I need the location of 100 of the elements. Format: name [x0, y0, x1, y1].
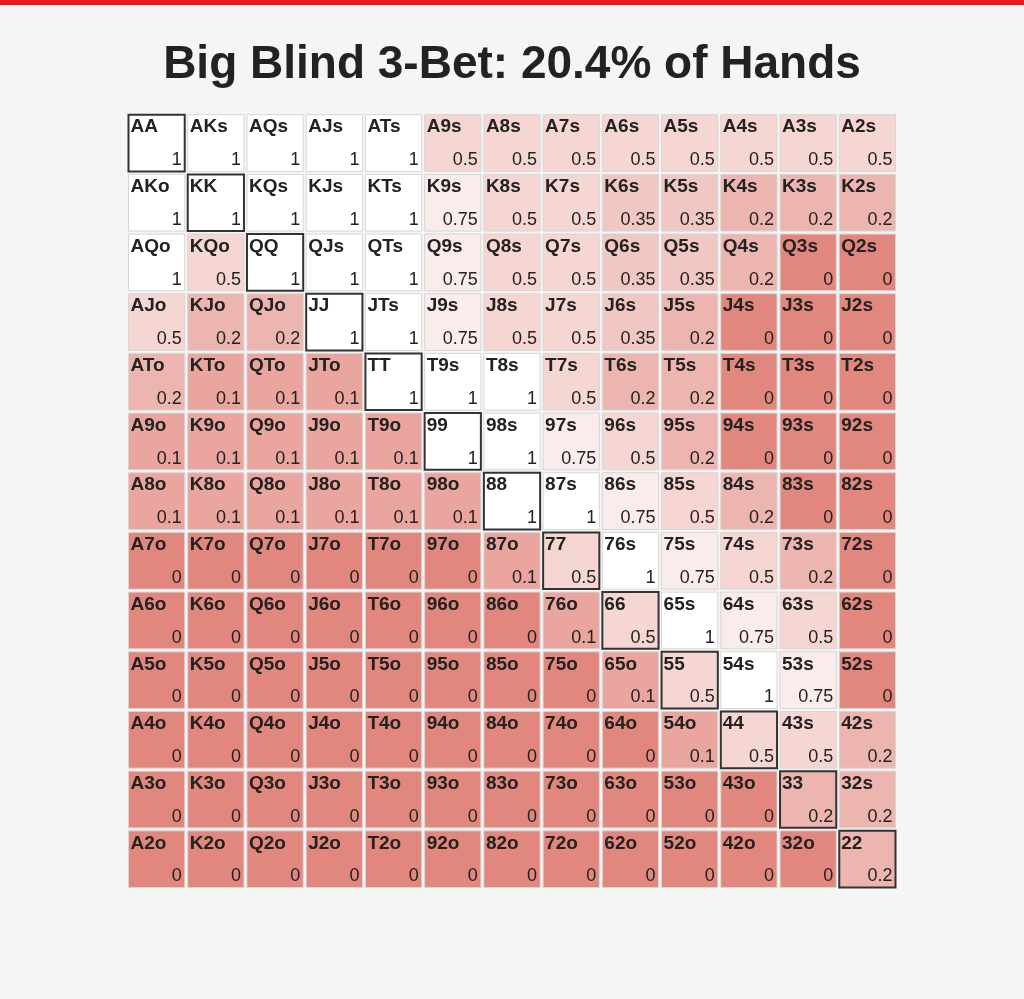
annotation: 99 — [426, 413, 448, 435]
annotation: Q4s — [722, 234, 759, 256]
annotation: 92s — [841, 413, 873, 435]
data-label: 0.5 — [867, 149, 893, 170]
data-label: 0 — [408, 686, 419, 707]
data-label: 0.75 — [620, 507, 656, 528]
data-label: 0.5 — [630, 626, 656, 647]
data-label: 0 — [704, 805, 715, 826]
annotation: T7o — [367, 533, 402, 555]
data-label: 0 — [171, 567, 182, 588]
annotation: K3s — [782, 175, 817, 197]
annotation: 54s — [722, 652, 755, 674]
annotation: 22 — [841, 831, 863, 853]
data-label: 0 — [290, 805, 301, 826]
annotation: 85o — [485, 652, 519, 674]
data-label: 0 — [645, 805, 656, 826]
annotation: 86o — [485, 592, 519, 614]
annotation: 75s — [663, 533, 696, 555]
annotation: K7s — [545, 175, 580, 197]
data-label: 0.5 — [689, 149, 715, 170]
annotation: 96s — [604, 413, 637, 435]
data-label: 1 — [349, 209, 360, 230]
annotation: A7o — [130, 533, 167, 555]
annotation: T2o — [367, 831, 402, 853]
data-label: 0 — [467, 805, 478, 826]
annotation: 32o — [782, 831, 815, 853]
annotation: K4s — [722, 175, 758, 197]
annotation: 73s — [782, 533, 814, 555]
annotation: 83o — [485, 771, 519, 793]
data-label: 1 — [527, 388, 538, 409]
annotation: Q4o — [248, 712, 286, 734]
annotation: T6o — [367, 592, 402, 614]
data-label: 1 — [408, 209, 419, 230]
annotation: A4o — [130, 712, 167, 734]
annotation: T4s — [722, 354, 756, 376]
data-label: 0 — [230, 686, 241, 707]
annotation: JTo — [308, 354, 341, 376]
annotation: 95o — [426, 652, 460, 674]
annotation: 54o — [663, 712, 697, 734]
annotation: 72s — [841, 533, 873, 555]
annotation: 64o — [604, 712, 638, 734]
annotation: Q8s — [485, 234, 522, 256]
annotation: K7o — [189, 533, 226, 555]
data-label: 1 — [527, 447, 538, 468]
annotation: AQo — [130, 234, 171, 256]
annotation: J6o — [308, 592, 341, 614]
annotation: 94o — [426, 712, 460, 734]
data-label: 0 — [230, 865, 241, 886]
data-label: 0.5 — [512, 149, 538, 170]
data-label: 0 — [349, 746, 360, 767]
data-label: 0 — [882, 686, 893, 707]
data-label: 0 — [586, 746, 597, 767]
data-label: 0.35 — [679, 209, 715, 230]
data-label: 0 — [823, 447, 834, 468]
data-label: 1 — [408, 388, 419, 409]
data-label: 0 — [230, 567, 241, 588]
data-label: 0 — [823, 507, 834, 528]
data-label: 0 — [408, 746, 419, 767]
annotation: 75o — [545, 652, 578, 674]
data-label: 0 — [290, 626, 301, 647]
data-label: 0 — [408, 626, 419, 647]
data-label: 0.2 — [689, 388, 715, 409]
data-label: 0.1 — [275, 447, 301, 468]
annotation: A9o — [130, 413, 167, 435]
data-label: 0 — [882, 328, 893, 349]
annotation: T8o — [367, 473, 402, 495]
data-label: 0 — [586, 686, 597, 707]
data-label: 0 — [823, 388, 834, 409]
annotation: 62o — [604, 831, 638, 853]
data-label: 0 — [171, 626, 182, 647]
data-label: 0.5 — [571, 268, 597, 289]
data-label: 0.5 — [749, 149, 775, 170]
annotation: 93s — [782, 413, 814, 435]
annotation: KQo — [189, 234, 230, 256]
data-label: 0 — [467, 626, 478, 647]
data-label: 0 — [823, 328, 834, 349]
data-label: 1 — [171, 268, 182, 289]
annotation: K8s — [485, 175, 521, 197]
annotation: A6s — [604, 115, 640, 137]
data-label: 1 — [704, 626, 715, 647]
data-label: 0.2 — [867, 805, 893, 826]
annotation: J7s — [545, 294, 577, 316]
annotation: A4s — [722, 115, 758, 137]
annotation: J3s — [782, 294, 814, 316]
data-label: 1 — [171, 149, 182, 170]
annotation: 93o — [426, 771, 460, 793]
annotation: 43o — [722, 771, 756, 793]
annotation: T9o — [367, 413, 402, 435]
annotation: K4o — [189, 712, 226, 734]
annotation: K5o — [189, 652, 226, 674]
data-label: 1 — [408, 328, 419, 349]
annotation: 73o — [545, 771, 578, 793]
annotation: 85s — [663, 473, 696, 495]
data-label: 1 — [349, 268, 360, 289]
data-label: 0 — [171, 746, 182, 767]
data-label: 0.1 — [571, 626, 597, 647]
data-label: 0 — [823, 268, 834, 289]
annotation: K2s — [841, 175, 877, 197]
data-label: 0.5 — [749, 567, 775, 588]
data-label: 1 — [527, 507, 538, 528]
